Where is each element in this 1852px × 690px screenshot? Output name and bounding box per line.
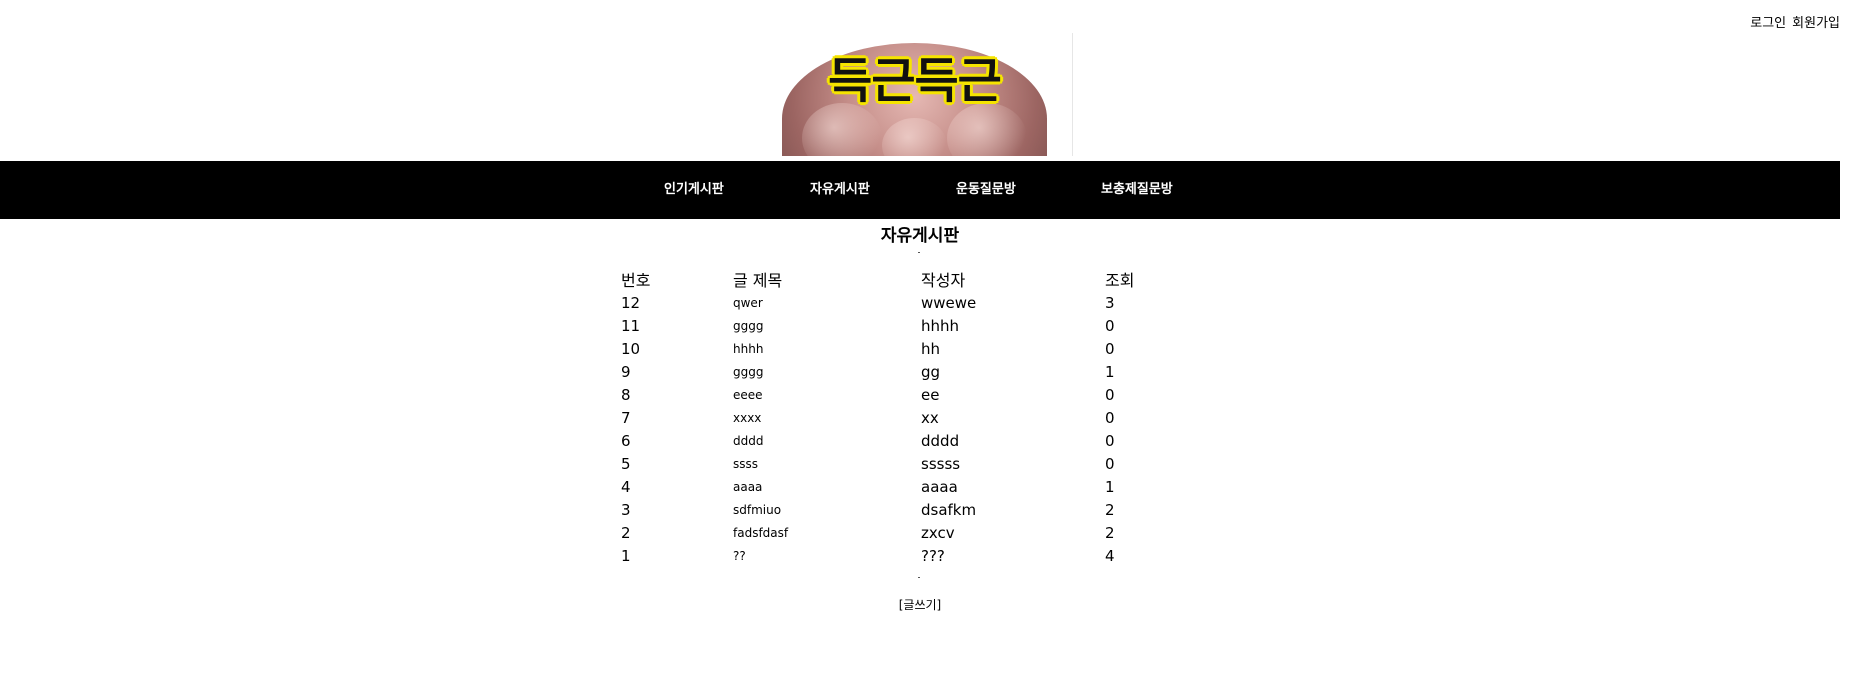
table-row: 3 sdfmiuo dsafkm 2	[621, 498, 1165, 521]
post-views: 1	[1105, 477, 1115, 496]
table-row: 1 ?? ??? 4	[621, 544, 1165, 567]
post-writer: sssss	[921, 454, 961, 473]
header-subject: 글 제목	[733, 271, 783, 290]
post-views: 0	[1105, 454, 1115, 473]
post-writer: wwewe	[921, 293, 977, 312]
post-subject-link[interactable]: aaaa	[733, 479, 763, 494]
post-views: 2	[1105, 500, 1115, 519]
auth-links: 로그인 회원가입	[1750, 12, 1840, 31]
nav-item-exercise-qna[interactable]: 운동질문방	[956, 182, 1016, 197]
table-row: 11 gggg hhhh 0	[621, 314, 1165, 337]
signup-link[interactable]: 회원가입	[1792, 16, 1840, 31]
post-views: 3	[1105, 293, 1115, 312]
post-views: 2	[1105, 523, 1115, 542]
header-writer: 작성자	[921, 271, 966, 290]
post-writer: ee	[921, 385, 940, 404]
post-views: 1	[1105, 362, 1115, 381]
post-no: 2	[621, 523, 631, 542]
logo-back-center	[882, 118, 947, 156]
site-logo[interactable]: 득근득근	[782, 33, 1073, 156]
table-row: 7 xxxx xx 0	[621, 406, 1165, 429]
post-views: 0	[1105, 408, 1115, 427]
post-writer: hhhh	[921, 316, 960, 335]
post-views: 0	[1105, 316, 1115, 335]
post-writer: gg	[921, 362, 941, 381]
post-subject-link[interactable]: sdfmiuo	[733, 502, 782, 517]
post-writer: aaaa	[921, 477, 958, 496]
post-no: 8	[621, 385, 631, 404]
logo-shoulder-left	[802, 103, 882, 156]
post-views: 0	[1105, 431, 1115, 450]
logo-shoulder-right	[947, 103, 1027, 156]
post-writer: dsafkm	[921, 500, 977, 519]
post-subject-link[interactable]: hhhh	[733, 341, 764, 356]
nav-item-supplement-qna[interactable]: 보충제질문방	[1101, 182, 1173, 197]
post-no: 5	[621, 454, 631, 473]
post-subject-link[interactable]: fadsfdasf	[733, 525, 789, 540]
post-subject-link[interactable]: gggg	[733, 318, 764, 333]
post-writer: hh	[921, 339, 941, 358]
table-row: 10 hhhh hh 0	[621, 337, 1165, 360]
table-row: 6 dddd dddd 0	[621, 429, 1165, 452]
table-row: 5 ssss sssss 0	[621, 452, 1165, 475]
table-row: 4 aaaa aaaa 1	[621, 475, 1165, 498]
post-writer: zxcv	[921, 523, 955, 542]
post-subject-link[interactable]: xxxx	[733, 410, 762, 425]
divider-dot	[918, 577, 920, 578]
write-post-link[interactable]: [글쓰기]	[898, 598, 942, 612]
logo-muscle-back-image	[782, 43, 1047, 156]
table-header-row: 번호 글 제목 작성자 조회	[621, 267, 1165, 291]
nav-item-popular-board[interactable]: 인기게시판	[664, 182, 724, 197]
post-no: 3	[621, 500, 631, 519]
post-no: 6	[621, 431, 631, 450]
post-no: 1	[621, 546, 631, 565]
post-writer: xx	[921, 408, 939, 427]
post-no: 12	[621, 293, 641, 312]
post-writer: ???	[921, 546, 945, 565]
post-subject-link[interactable]: ??	[733, 548, 746, 563]
post-no: 11	[621, 316, 641, 335]
table-row: 9 gggg gg 1	[621, 360, 1165, 383]
divider-dot	[918, 252, 920, 253]
post-writer: dddd	[921, 431, 960, 450]
post-no: 7	[621, 408, 631, 427]
post-no: 9	[621, 362, 631, 381]
table-row: 12 qwer wwewe 3	[621, 291, 1165, 314]
post-subject-link[interactable]: gggg	[733, 364, 764, 379]
login-link[interactable]: 로그인	[1750, 16, 1787, 31]
logo-title: 득근득근	[828, 53, 1002, 109]
table-row: 2 fadsfdasf zxcv 2	[621, 521, 1165, 544]
post-views: 4	[1105, 546, 1115, 565]
post-subject-link[interactable]: eeee	[733, 387, 763, 402]
header-views: 조회	[1105, 271, 1135, 290]
post-subject-link[interactable]: dddd	[733, 433, 764, 448]
write-area: [글쓰기]	[0, 596, 1840, 613]
post-views: 0	[1105, 339, 1115, 358]
post-no: 10	[621, 339, 641, 358]
main-nav: 인기게시판 자유게시판 운동질문방 보충제질문방	[0, 161, 1840, 219]
table-row: 8 eeee ee 0	[621, 383, 1165, 406]
post-subject-link[interactable]: qwer	[733, 295, 763, 310]
post-no: 4	[621, 477, 631, 496]
header-no: 번호	[621, 271, 651, 290]
page-title: 자유게시판	[880, 226, 960, 246]
post-subject-link[interactable]: ssss	[733, 456, 759, 471]
post-table: 번호 글 제목 작성자 조회 12 qwer wwewe 3 11 gggg h…	[621, 267, 1165, 567]
post-views: 0	[1105, 385, 1115, 404]
nav-item-free-board[interactable]: 자유게시판	[810, 182, 870, 197]
